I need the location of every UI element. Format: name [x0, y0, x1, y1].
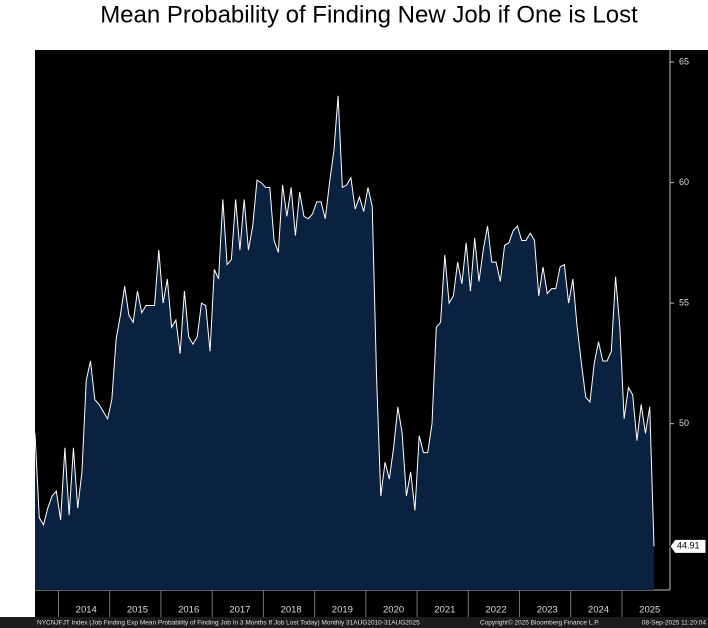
x-tick-label: 2022 — [485, 605, 506, 616]
x-tick-label: 2021 — [434, 605, 455, 616]
last-value-label: 44.91 — [677, 541, 700, 551]
area — [35, 95, 654, 591]
copyright: Copyright© 2025 Bloomberg Finance L.P. — [480, 619, 600, 627]
source-note: NYCNJFJT Index (Job Finding Exp Mean Pro… — [37, 620, 420, 627]
x-tick-label: 2025 — [639, 605, 660, 616]
footer-background — [0, 617, 708, 628]
x-tick-label: 2020 — [383, 605, 404, 616]
x-tick-label: 2016 — [178, 605, 199, 616]
x-tick-label: 2014 — [76, 605, 97, 616]
x-tick-label: 2024 — [588, 605, 609, 616]
timestamp: 08-Sep-2025 11:20:04 — [642, 620, 707, 627]
y-tick-label: 65 — [679, 56, 689, 66]
y-tick-label: 50 — [679, 418, 689, 428]
line — [34, 95, 655, 547]
last-value-box — [669, 538, 707, 554]
x-tick-label: 2018 — [281, 605, 302, 616]
x-tick-label: 2015 — [127, 605, 148, 616]
x-tick-label: 2017 — [229, 605, 250, 616]
y-tick-label: 55 — [679, 298, 689, 308]
x-tick-label: 2019 — [332, 605, 353, 616]
x-tick-label: 2023 — [537, 605, 558, 616]
y-tick-label: 60 — [679, 177, 689, 187]
chart-title: Mean Probability of Finding New Job if O… — [100, 1, 638, 28]
